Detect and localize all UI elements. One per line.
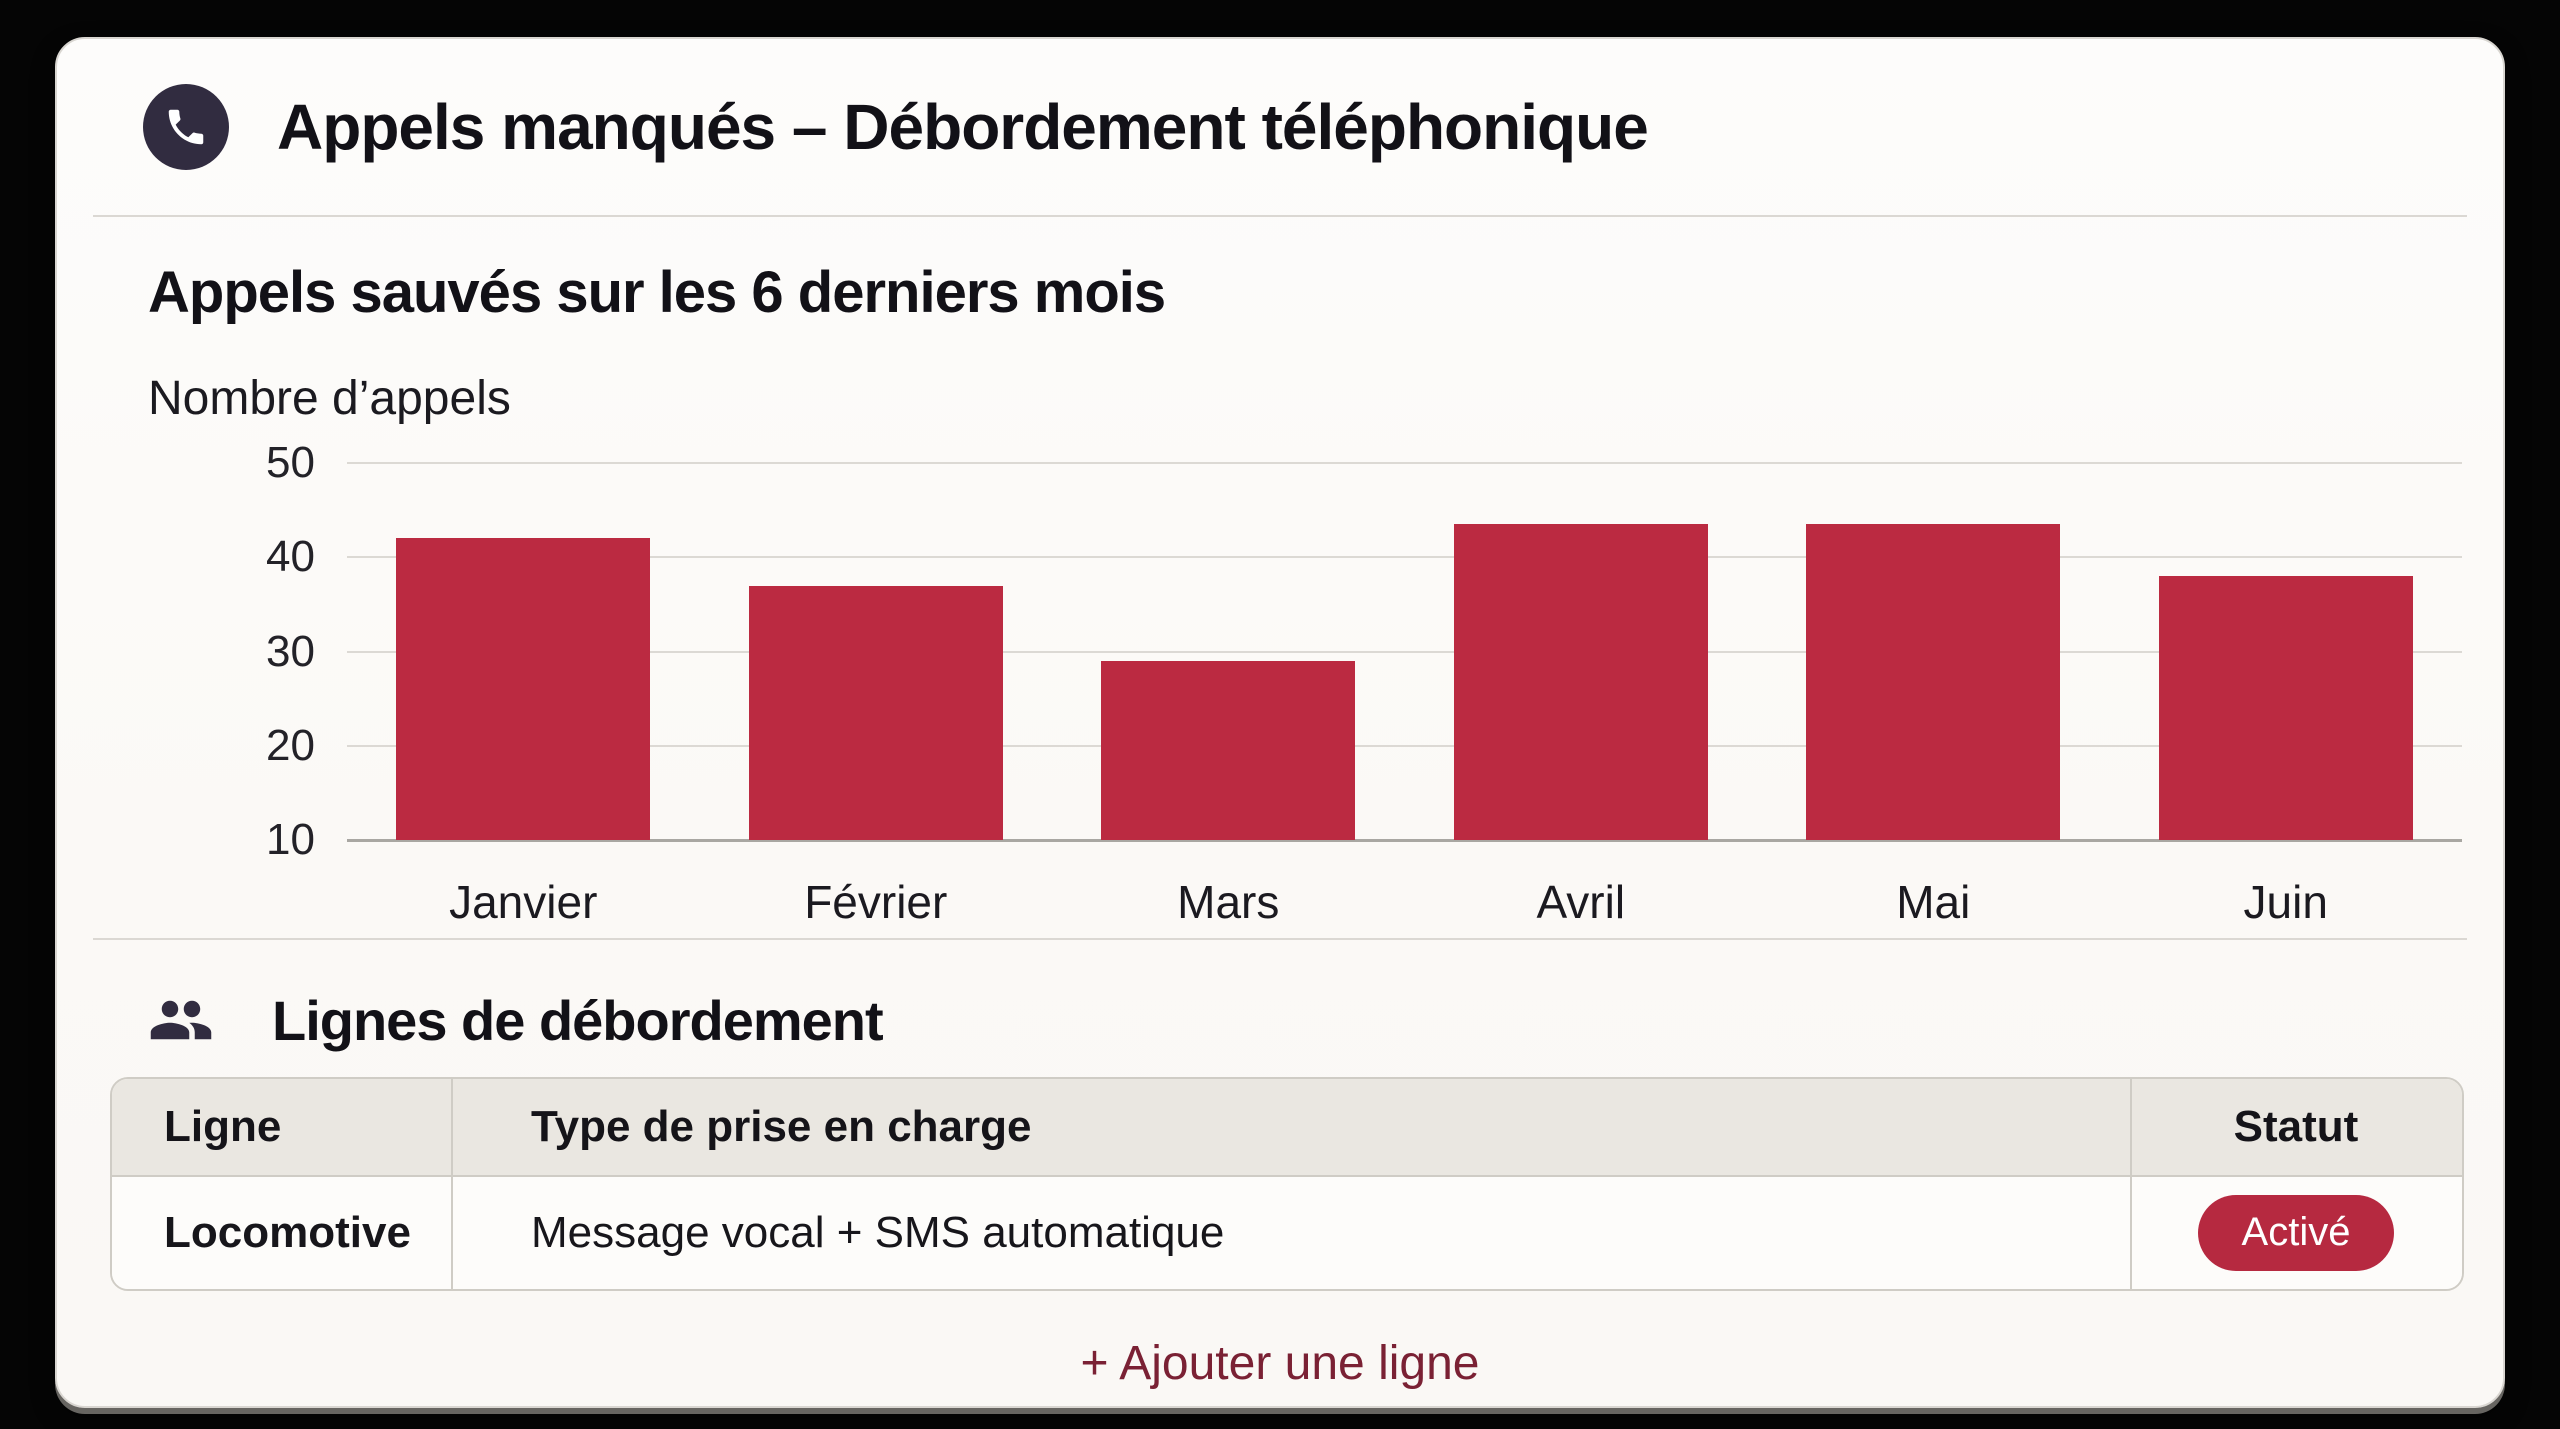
- table-row: Locomotive Message vocal + SMS automatiq…: [112, 1177, 2462, 1289]
- x-label-janvier: Janvier: [449, 876, 598, 928]
- cell-handling-type: Message vocal + SMS automatique: [453, 1177, 2132, 1289]
- y-tick-30: 30: [266, 626, 315, 676]
- y-tick-50: 50: [266, 438, 315, 487]
- gridline-30: [347, 650, 2462, 653]
- card-header: Appels manqués – Débordement téléphoniqu…: [57, 39, 2503, 215]
- gridline-10: [347, 839, 2462, 842]
- table-header-row: Ligne Type de prise en charge Statut: [112, 1079, 2462, 1177]
- page-title: Appels manqués – Débordement téléphoniqu…: [277, 91, 1649, 163]
- status-badge[interactable]: Activé: [2197, 1195, 2395, 1271]
- bar-avril: [1453, 524, 1708, 840]
- gridline-20: [347, 744, 2462, 747]
- column-header-type: Type de prise en charge: [453, 1079, 2132, 1175]
- x-axis-labels: Janvier Février Mars Avril Mai Juin: [347, 875, 2462, 929]
- column-header-ligne: Ligne: [112, 1079, 453, 1175]
- overflow-dashboard-card: Appels manqués – Débordement téléphoniqu…: [55, 37, 2505, 1408]
- cell-line-name: Locomotive: [112, 1177, 453, 1289]
- gridline-40: [347, 556, 2462, 559]
- cell-status: Activé: [2132, 1177, 2460, 1289]
- y-axis-label: Nombre d’appels: [148, 372, 511, 425]
- bars-container: [347, 463, 2462, 840]
- section-divider: [93, 938, 2467, 940]
- y-tick-10: 10: [266, 815, 315, 864]
- bar-slot-janvier: [347, 463, 700, 840]
- x-label-juin: Juin: [2243, 876, 2328, 928]
- overflow-section-header: Lignes de débordement: [148, 987, 884, 1053]
- y-axis-ticks: 50 40 30 20 10: [57, 438, 315, 864]
- add-line-button[interactable]: + Ajouter une ligne: [1075, 1335, 1486, 1392]
- bar-mars: [1101, 660, 1356, 840]
- bar-chart: 50 40 30 20 10: [57, 438, 2462, 864]
- x-label-février: Février: [804, 876, 948, 928]
- overflow-section-title: Lignes de débordement: [272, 988, 884, 1052]
- add-line-row: + Ajouter une ligne: [57, 1335, 2503, 1392]
- y-tick-20: 20: [266, 720, 315, 770]
- phone-icon: [143, 84, 229, 170]
- bar-mai: [1806, 524, 2061, 840]
- plot-area: [347, 462, 2462, 842]
- bar-slot-février: [700, 463, 1053, 840]
- x-label-mai: Mai: [1896, 876, 1971, 928]
- gridline-50: [347, 462, 2462, 464]
- x-label-mars: Mars: [1177, 876, 1280, 928]
- x-label-avril: Avril: [1536, 876, 1626, 928]
- bar-slot-avril: [1405, 463, 1758, 840]
- people-icon: [148, 987, 214, 1053]
- y-tick-40: 40: [266, 532, 315, 582]
- overflow-lines-table: Ligne Type de prise en charge Statut Loc…: [110, 1077, 2464, 1291]
- column-header-statut: Statut: [2233, 1102, 2359, 1151]
- bar-slot-juin: [2110, 463, 2463, 840]
- bar-slot-mars: [1052, 463, 1405, 840]
- chart-title: Appels sauvés sur les 6 derniers mois: [148, 260, 1166, 325]
- bar-février: [748, 585, 1003, 840]
- bar-slot-mai: [1757, 463, 2110, 840]
- header-divider: [93, 215, 2467, 217]
- bar-janvier: [396, 538, 651, 840]
- bar-juin: [2158, 576, 2413, 840]
